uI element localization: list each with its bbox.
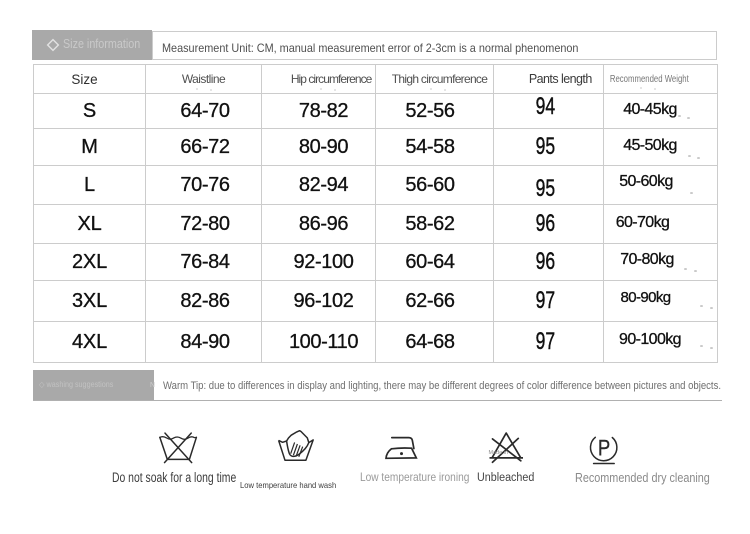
svg-text:Made in: Made in [489, 450, 509, 456]
